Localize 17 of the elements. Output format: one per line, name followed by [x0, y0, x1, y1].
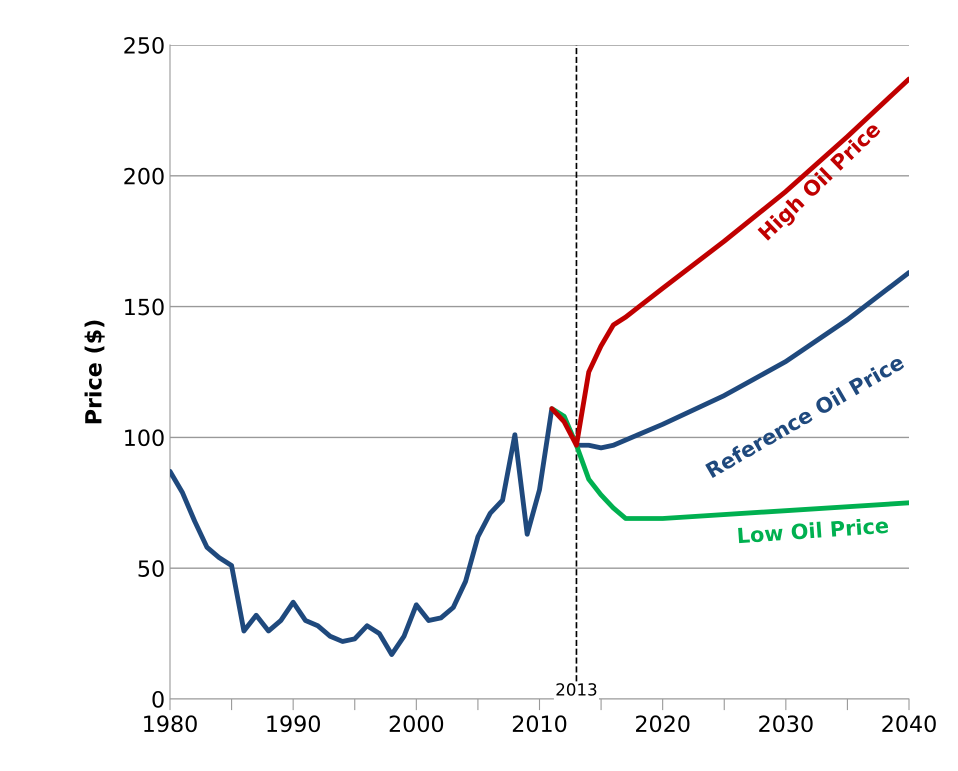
x-tick-label: 2030	[759, 715, 813, 732]
x-tick-label: 2000	[390, 715, 444, 732]
x-tick-label: 2010	[512, 715, 566, 732]
ref-line-label: 2013	[556, 683, 596, 696]
x-tick-label: 2020	[636, 715, 690, 732]
y-tick-label: 50	[138, 560, 164, 577]
x-tick-label: 1990	[267, 715, 320, 732]
y-tick-label: 0	[152, 690, 164, 708]
y-tick-label: 150	[125, 298, 164, 316]
x-tick-label: 2040	[882, 715, 936, 732]
x-tick-label: 1980	[144, 715, 197, 732]
line-series	[170, 270, 909, 657]
y-tick-label: 100	[125, 429, 164, 446]
y-axis-title: Price ($)	[84, 320, 105, 424]
series-label: Low Oil Price	[738, 516, 888, 544]
y-tick-label: 250	[124, 36, 164, 54]
y-tick-label: 200	[124, 168, 164, 185]
